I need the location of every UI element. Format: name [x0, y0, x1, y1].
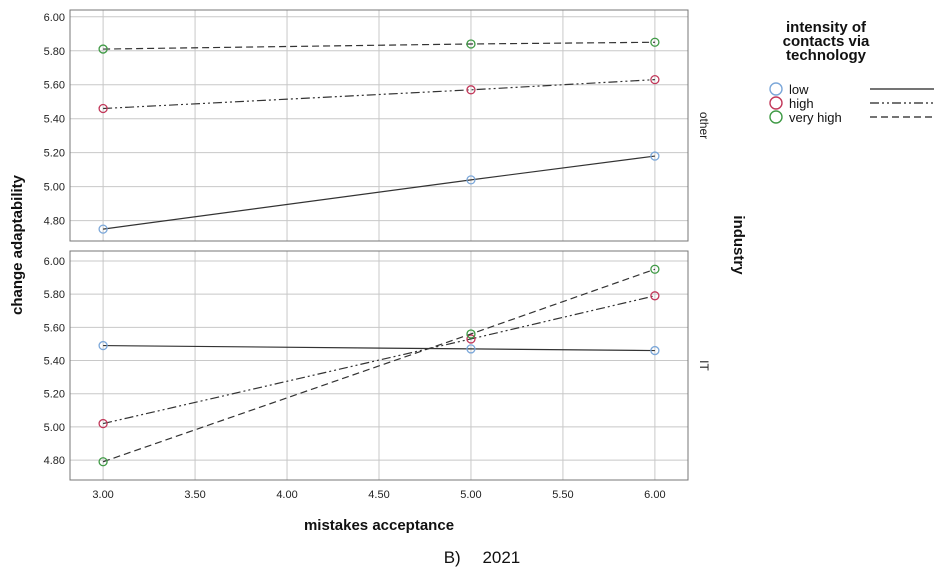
data-point-low	[98, 224, 108, 234]
x-tick-label: 5.00	[460, 489, 481, 501]
figure-caption: B) 2021	[444, 548, 521, 567]
data-point-low	[650, 151, 660, 161]
y-tick-label: 5.00	[44, 422, 65, 434]
panel-label-it: IT	[697, 360, 711, 371]
data-point-high	[98, 103, 108, 114]
row-facet-title: industry	[730, 215, 747, 275]
data-point-low	[650, 345, 660, 356]
legend-title-line: contacts via	[783, 33, 870, 50]
data-point-very-high	[466, 39, 476, 49]
legend-title-line: technology	[786, 47, 867, 64]
panel-it: 4.80 5.00 5.20 5.40 5.60 5.80 6.00 IT	[44, 250, 711, 481]
data-point-high	[466, 334, 476, 344]
data-point-high	[98, 418, 108, 429]
y-tick-label: 5.20	[44, 148, 65, 160]
series-line-low	[103, 344, 655, 352]
y-tick-label: 6.00	[44, 256, 65, 268]
data-point-high	[466, 85, 476, 95]
y-tick-label: 5.20	[44, 389, 65, 401]
series-line-high	[102, 295, 656, 425]
data-point-very-high	[98, 457, 108, 467]
y-tick-label: 6.00	[44, 12, 65, 24]
legend-marker-low	[769, 82, 783, 96]
data-point-low	[466, 344, 476, 354]
legend-marker-high	[769, 96, 783, 110]
panel-other: 4.80 5.00 5.20 5.40 5.60 5.80 6.00 other	[44, 9, 711, 242]
panel-frame	[69, 250, 689, 481]
data-point-very-high	[466, 329, 476, 339]
y-tick-label: 5.80	[44, 289, 65, 301]
data-point-very-high	[650, 37, 660, 47]
data-point-low	[466, 175, 476, 185]
x-tick-label: 4.50	[368, 489, 389, 501]
series-line-high	[103, 79, 655, 110]
legend-label-low: low	[789, 82, 809, 97]
series-line-very-high	[102, 268, 656, 463]
legend-label-very-high: very high	[789, 110, 842, 125]
x-tick-label: 3.50	[184, 489, 205, 501]
x-tick-label: 6.00	[644, 489, 665, 501]
data-point-high	[650, 74, 660, 85]
legend-marker-very-high	[769, 110, 783, 124]
y-tick-label: 5.40	[44, 356, 65, 368]
y-tick-label: 4.80	[44, 455, 65, 467]
legend-title-line: intensity of	[786, 19, 867, 36]
y-tick-label: 5.80	[44, 46, 65, 58]
legend-label-high: high	[789, 96, 814, 111]
panel-frame	[69, 9, 689, 242]
data-point-very-high	[98, 44, 108, 54]
data-point-very-high	[650, 264, 660, 274]
panel-label-other: other	[697, 112, 711, 139]
y-tick-label: 5.40	[44, 114, 65, 126]
series-line-low	[103, 155, 655, 230]
y-tick-label: 5.60	[44, 80, 65, 92]
y-tick-label: 5.60	[44, 322, 65, 334]
series-line-very-high	[103, 41, 655, 50]
chart-panels: 4.80 5.00 5.20 5.40 5.60 5.80 6.00 other 4.80 5.0…	[44, 9, 711, 501]
y-tick-label: 4.80	[44, 216, 65, 228]
x-tick-label: 4.00	[276, 489, 297, 501]
x-tick-label: 3.00	[92, 489, 113, 501]
y-tick-label: 5.00	[44, 182, 65, 194]
x-axis-title: mistakes acceptance	[304, 517, 454, 534]
data-point-high	[650, 291, 660, 301]
y-axis-title: change adaptability	[9, 174, 26, 315]
data-point-low	[98, 340, 108, 351]
x-tick-label: 5.50	[552, 489, 573, 501]
